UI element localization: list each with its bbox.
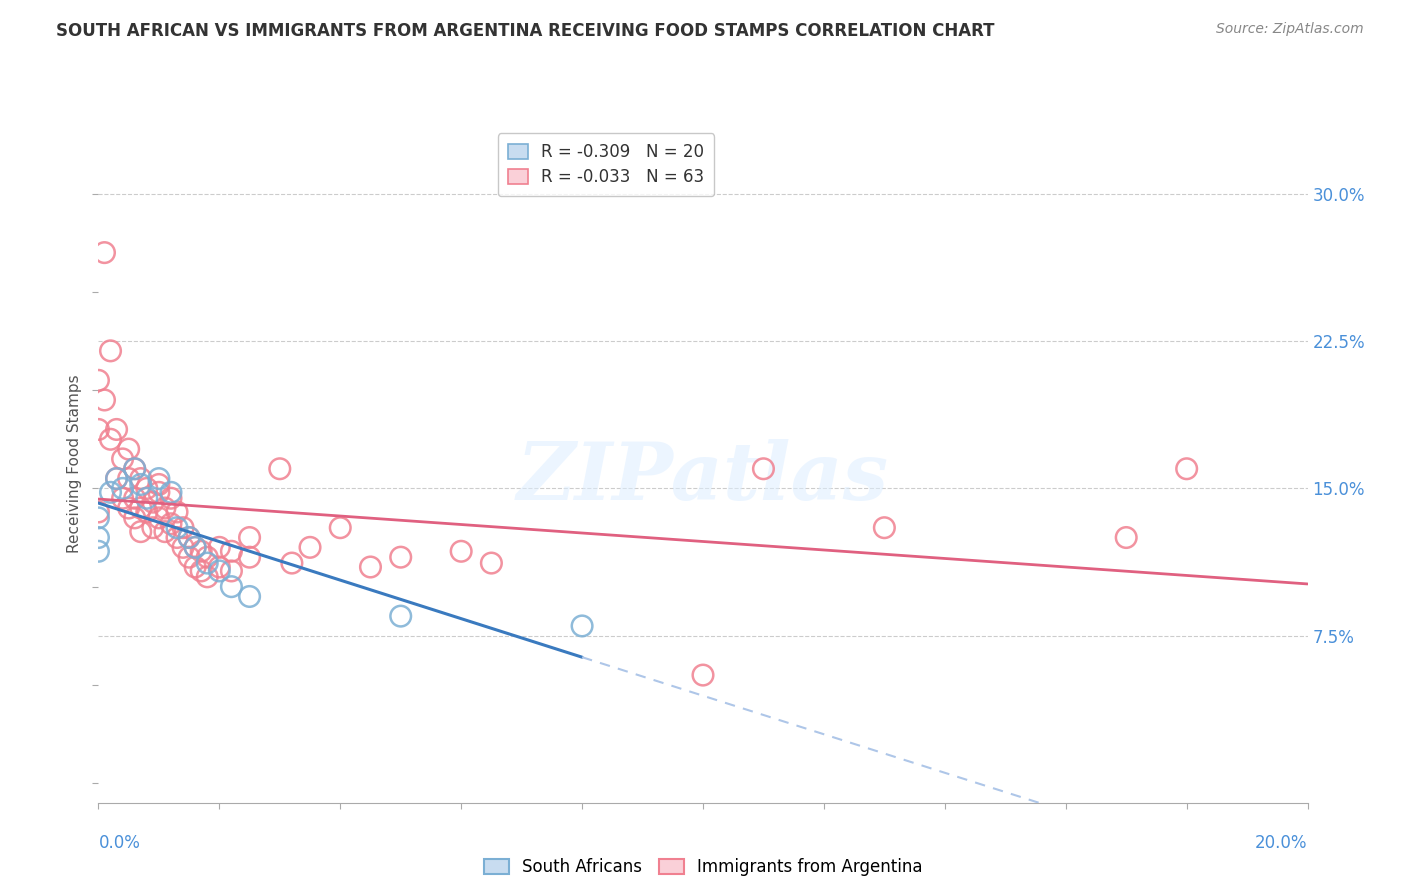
Point	[179, 531, 201, 545]
Point	[148, 472, 170, 486]
Point	[184, 541, 207, 555]
Point	[172, 541, 194, 555]
Point	[221, 544, 243, 558]
Point	[87, 544, 110, 558]
Point	[195, 550, 218, 565]
Text: 20.0%: 20.0%	[1256, 834, 1308, 852]
Point	[389, 609, 412, 624]
Point	[160, 516, 183, 531]
Legend: R = -0.309   N = 20, R = -0.033   N = 63: R = -0.309 N = 20, R = -0.033 N = 63	[498, 133, 714, 196]
Point	[87, 505, 110, 519]
Point	[129, 472, 152, 486]
Point	[87, 422, 110, 436]
Point	[142, 495, 165, 509]
Point	[208, 541, 231, 555]
Text: Source: ZipAtlas.com: Source: ZipAtlas.com	[1216, 22, 1364, 37]
Point	[571, 619, 593, 633]
Point	[124, 511, 146, 525]
Point	[124, 491, 146, 506]
Point	[142, 521, 165, 535]
Point	[118, 501, 141, 516]
Point	[105, 472, 128, 486]
Point	[100, 343, 122, 358]
Point	[389, 550, 412, 565]
Point	[153, 524, 176, 539]
Point	[135, 482, 157, 496]
Point	[135, 505, 157, 519]
Point	[87, 511, 110, 525]
Point	[179, 550, 201, 565]
Point	[221, 580, 243, 594]
Point	[160, 485, 183, 500]
Point	[360, 560, 382, 574]
Point	[118, 442, 141, 456]
Point	[281, 556, 304, 570]
Point	[195, 570, 218, 584]
Point	[87, 531, 110, 545]
Point	[299, 541, 322, 555]
Point	[111, 491, 134, 506]
Y-axis label: Receiving Food Stamps: Receiving Food Stamps	[66, 375, 82, 553]
Point	[100, 432, 122, 446]
Point	[129, 501, 152, 516]
Point	[239, 590, 262, 604]
Point	[153, 501, 176, 516]
Point	[239, 531, 262, 545]
Point	[160, 491, 183, 506]
Point	[1175, 462, 1198, 476]
Point	[105, 472, 128, 486]
Point	[129, 477, 152, 491]
Text: SOUTH AFRICAN VS IMMIGRANTS FROM ARGENTINA RECEIVING FOOD STAMPS CORRELATION CHA: SOUTH AFRICAN VS IMMIGRANTS FROM ARGENTI…	[56, 22, 994, 40]
Point	[93, 245, 115, 260]
Point	[239, 550, 262, 565]
Text: 0.0%: 0.0%	[98, 834, 141, 852]
Point	[195, 556, 218, 570]
Point	[208, 564, 231, 578]
Point	[269, 462, 291, 476]
Point	[1115, 531, 1137, 545]
Point	[135, 491, 157, 506]
Point	[481, 556, 503, 570]
Point	[179, 531, 201, 545]
Point	[111, 482, 134, 496]
Point	[148, 477, 170, 491]
Point	[129, 524, 152, 539]
Point	[124, 462, 146, 476]
Point	[208, 560, 231, 574]
Point	[166, 505, 188, 519]
Point	[450, 544, 472, 558]
Point	[190, 544, 212, 558]
Point	[184, 560, 207, 574]
Point	[100, 485, 122, 500]
Point	[166, 521, 188, 535]
Point	[190, 564, 212, 578]
Point	[752, 462, 775, 476]
Point	[221, 564, 243, 578]
Point	[184, 541, 207, 555]
Point	[105, 422, 128, 436]
Point	[148, 511, 170, 525]
Point	[93, 392, 115, 407]
Point	[118, 472, 141, 486]
Text: ZIPatlas: ZIPatlas	[517, 439, 889, 516]
Point	[87, 373, 110, 387]
Point	[329, 521, 352, 535]
Point	[148, 485, 170, 500]
Point	[124, 462, 146, 476]
Point	[692, 668, 714, 682]
Point	[172, 521, 194, 535]
Point	[111, 451, 134, 466]
Point	[873, 521, 896, 535]
Point	[166, 531, 188, 545]
